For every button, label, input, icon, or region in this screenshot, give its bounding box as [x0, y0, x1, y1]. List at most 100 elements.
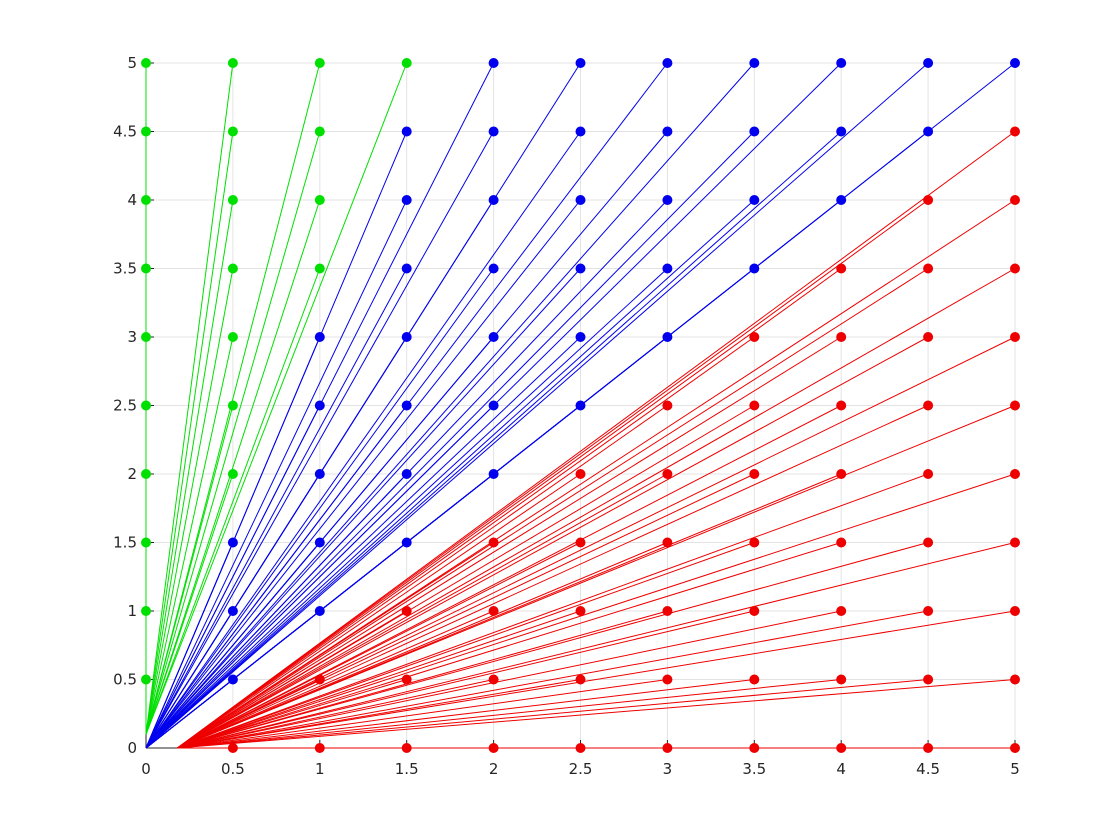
- point: [1010, 606, 1020, 616]
- x-tick-label: 1.5: [395, 760, 419, 778]
- point: [1010, 195, 1020, 205]
- point: [1010, 537, 1020, 548]
- point: [227, 58, 238, 68]
- point: [227, 469, 238, 479]
- point: [401, 263, 412, 274]
- point: [401, 332, 412, 342]
- x-tick-label: 2.5: [569, 760, 593, 778]
- ray: [177, 473, 668, 749]
- point: [749, 469, 760, 479]
- ray: [177, 336, 929, 749]
- ray: [145, 131, 581, 749]
- point: [314, 332, 325, 342]
- ray: [177, 679, 842, 749]
- y-tick-label: 1: [127, 602, 137, 620]
- point: [141, 469, 151, 479]
- point: [141, 58, 151, 68]
- point: [575, 58, 586, 68]
- point: [662, 606, 673, 616]
- point: [227, 606, 238, 616]
- x-tick-label: 1: [315, 760, 325, 778]
- point: [401, 743, 412, 753]
- x-tick-label: 0.5: [221, 760, 245, 778]
- point: [141, 537, 151, 548]
- point: [575, 263, 586, 274]
- point: [488, 126, 499, 137]
- ray: [145, 131, 234, 735]
- point: [662, 195, 673, 205]
- point: [923, 400, 934, 411]
- point: [923, 606, 934, 616]
- point: [141, 400, 151, 411]
- point: [1010, 400, 1020, 411]
- point: [662, 263, 673, 274]
- point: [575, 743, 586, 753]
- point: [314, 263, 325, 274]
- point: [923, 58, 934, 68]
- ray: [145, 131, 321, 735]
- x-tick-label: 3.5: [742, 760, 766, 778]
- ray: [145, 336, 234, 735]
- point: [575, 469, 586, 479]
- ray: [177, 610, 842, 749]
- point: [923, 195, 934, 205]
- point: [923, 743, 934, 753]
- point: [401, 469, 412, 479]
- x-tick-label: 4.5: [916, 760, 940, 778]
- point: [749, 332, 760, 342]
- x-tick-label: 4: [836, 760, 846, 778]
- point: [488, 674, 499, 685]
- point: [488, 469, 499, 479]
- point: [227, 743, 238, 753]
- point: [749, 195, 760, 205]
- point: [488, 537, 499, 548]
- ray: [145, 62, 929, 749]
- point: [749, 537, 760, 548]
- point: [575, 674, 586, 685]
- x-tick-label: 0: [141, 760, 151, 778]
- point: [575, 537, 586, 548]
- point: [923, 126, 934, 137]
- ray: [176, 199, 929, 749]
- ray: [177, 473, 929, 749]
- ray: [145, 199, 408, 749]
- ray: [177, 610, 1016, 749]
- point: [141, 195, 151, 205]
- point: [836, 606, 847, 616]
- point: [314, 195, 325, 205]
- point: [314, 400, 325, 411]
- ray: [145, 62, 321, 735]
- point: [141, 606, 151, 616]
- ray: [145, 268, 668, 749]
- point: [662, 400, 673, 411]
- point: [227, 400, 238, 411]
- ray: [145, 268, 495, 749]
- point: [575, 400, 586, 411]
- point: [662, 743, 673, 753]
- ray: [145, 199, 234, 735]
- point: [401, 58, 412, 68]
- ray: [145, 131, 755, 749]
- ray: [177, 405, 755, 749]
- ray: [145, 62, 408, 735]
- point: [923, 469, 934, 479]
- point: [141, 263, 151, 274]
- point: [923, 332, 934, 342]
- point: [488, 195, 499, 205]
- point: [314, 469, 325, 479]
- point: [227, 195, 238, 205]
- y-tick-label: 4: [127, 191, 137, 209]
- point: [401, 195, 412, 205]
- point: [662, 537, 673, 548]
- ray: [176, 336, 755, 749]
- ray: [145, 131, 842, 749]
- point: [488, 332, 499, 342]
- point: [488, 58, 499, 68]
- point: [314, 58, 325, 68]
- point: [923, 537, 934, 548]
- point: [141, 332, 151, 342]
- point: [662, 674, 673, 685]
- ray: [177, 199, 1016, 749]
- point: [1010, 263, 1020, 274]
- ray: [145, 199, 755, 749]
